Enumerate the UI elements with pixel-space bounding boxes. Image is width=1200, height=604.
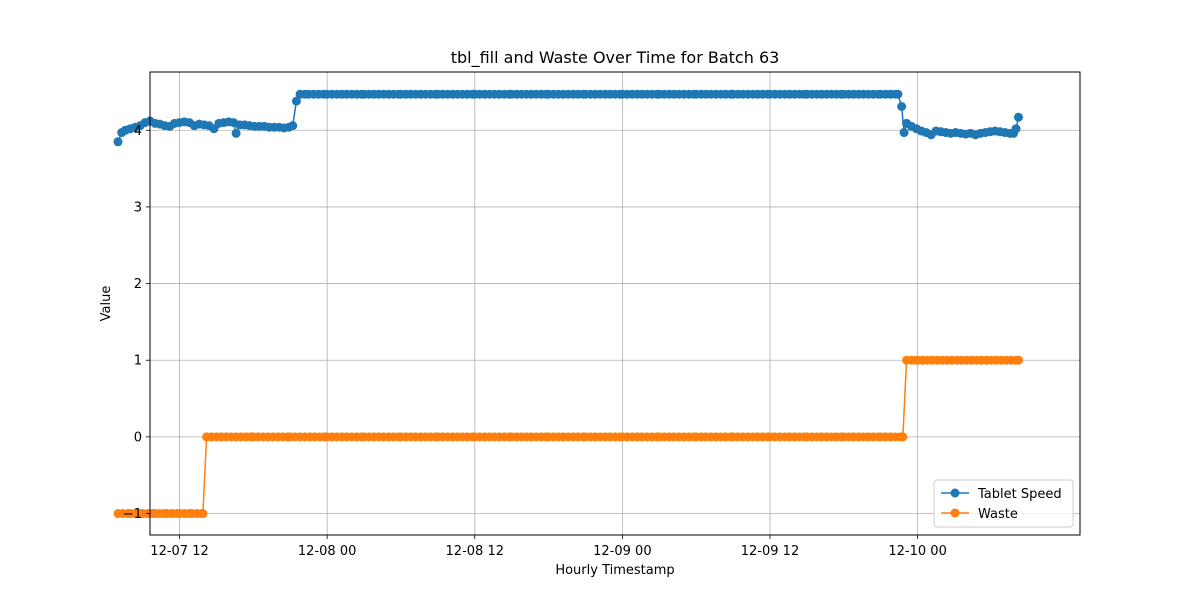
x-tick-label: 12-09 12 [741,544,799,559]
y-tick-label: 1 [134,354,142,369]
legend-label-waste: Waste [978,507,1018,522]
legend-marker-waste [950,508,960,518]
legend-box [933,479,1074,528]
y-tick-label: 4 [134,124,142,139]
data-point-waste [198,509,208,519]
data-point-tablet-speed [893,89,903,99]
data-point-tablet-speed [899,128,909,138]
x-tick-label: 12-07 12 [150,544,208,559]
data-point-waste [1013,355,1023,365]
data-point-waste [898,432,908,442]
series-layer [113,89,1023,519]
y-tick-label: 2 [134,277,142,292]
data-point-tablet-speed [231,128,241,138]
data-point-tablet-speed [1011,124,1021,134]
data-point-tablet-speed [1013,112,1023,122]
x-tick-label: 12-08 12 [446,544,504,559]
chart-title: tbl_fill and Waste Over Time for Batch 6… [451,48,780,68]
plot-area-frame [149,71,1081,536]
data-point-tablet-speed [288,121,298,131]
axis-ticks: −1 0 1 2 3 4 12-07 12 12-08 00 12-08 12 12-09 00 1… [123,124,947,559]
x-tick-label: 12-08 00 [298,544,356,559]
series-waste [113,355,1023,519]
data-point-tablet-speed [291,96,301,106]
data-point-tablet-speed [113,137,123,147]
x-axis-title: Hourly Timestamp [555,563,674,578]
x-tick-label: 12-09 00 [593,544,651,559]
series-tablet-speed [113,89,1023,147]
x-tick-label: 12-10 00 [888,544,946,559]
y-tick-label: 3 [134,200,142,215]
legend-label-tablet-speed: Tablet Speed [977,487,1062,502]
y-tick-label: 0 [134,430,142,445]
data-point-tablet-speed [897,102,907,111]
legend: Tablet Speed Waste [933,479,1074,528]
legend-marker-tablet-speed [950,488,960,498]
y-tick-label: −1 [123,507,142,522]
y-axis-title: Value [99,286,114,322]
